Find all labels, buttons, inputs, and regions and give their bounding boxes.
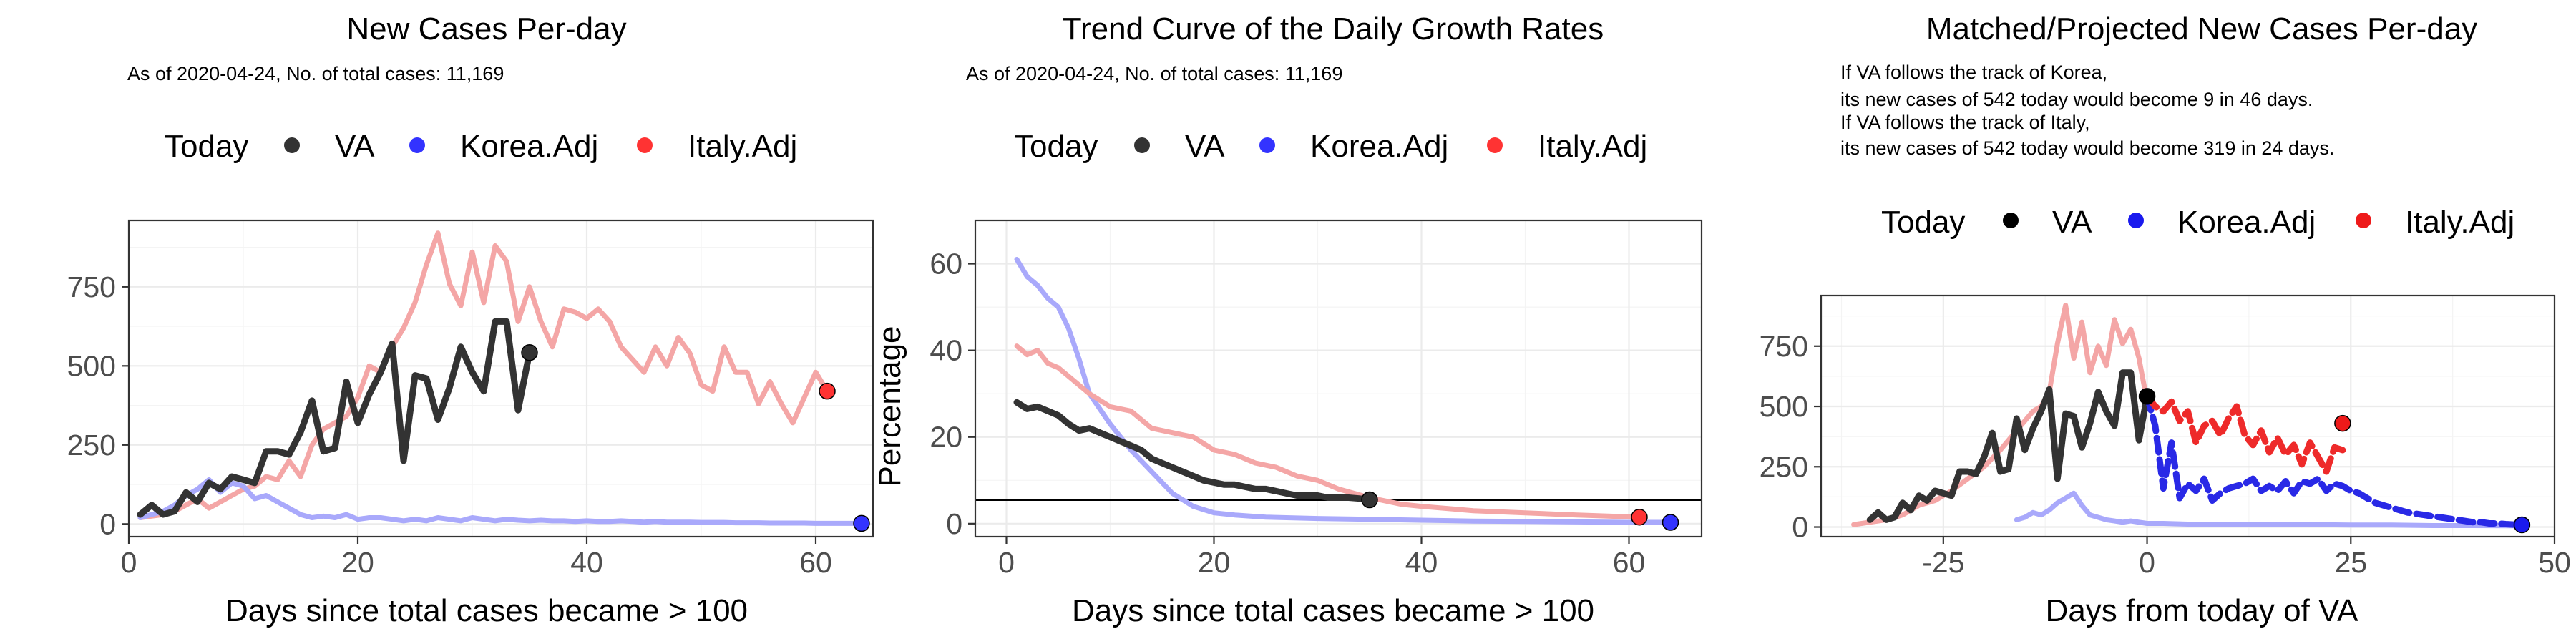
p2-series-va — [1013, 399, 1373, 503]
p2-x-tick-label: 20 — [1198, 546, 1231, 579]
panel2-legend-key-korea — [1259, 137, 1275, 153]
panel2-legend-label-va: VA — [1185, 129, 1225, 164]
panel3-legend: Today VA Korea.Adj Italy.Adj — [1881, 205, 2514, 240]
panel-projected-cases: Matched/Projected New Cases Per-day If V… — [1760, 11, 2571, 628]
panel2-legend: Today VA Korea.Adj Italy.Adj — [1014, 129, 1647, 164]
p2-series-italy-adj — [1014, 343, 1642, 520]
panel3-subtitle-line-4: its new cases of 542 today would become … — [1840, 137, 2334, 159]
panel2-legend-key-italy — [1487, 137, 1503, 153]
panel1-axes: 0 20 40 60 0 250 500 750 — [67, 219, 874, 579]
p3-y-tick-label: 0 — [1792, 511, 1808, 544]
panel2-gridlines — [975, 220, 1702, 537]
p3-plot-frame — [1820, 294, 2556, 538]
p1-today-point-italy-adj — [819, 382, 836, 400]
panel2-y-axis-label: Percentage — [872, 326, 907, 487]
panel2-today-points — [1361, 491, 1679, 531]
panel3-legend-label-korea: Korea.Adj — [2177, 205, 2316, 240]
p2-y-tick-label: 0 — [946, 507, 962, 540]
panel-growth-rates: Trend Curve of the Daily Growth Rates As… — [872, 11, 1703, 628]
p3-x-tick-label: -25 — [1922, 546, 1964, 579]
panel2-legend-title: Today — [1014, 129, 1098, 164]
p1-plot-frame — [127, 219, 874, 538]
p3-today-point-italy-adj — [2334, 414, 2351, 432]
panel1-legend-label-va: VA — [335, 129, 375, 164]
p1-y-tick-label: 750 — [67, 270, 116, 303]
p2-today-point-va — [1361, 491, 1378, 509]
p2-y-tick-label: 40 — [930, 334, 962, 367]
p3-x-tick-label: 0 — [2139, 546, 2155, 579]
p1-x-tick-label: 40 — [570, 546, 603, 579]
panel3-legend-key-va — [2003, 213, 2019, 228]
panel3-x-axis-label: Days from today of VA — [2046, 593, 2359, 628]
panel2-legend-key-va — [1134, 137, 1150, 153]
panel1-legend-label-korea: Korea.Adj — [460, 129, 598, 164]
panel2-axes: 0 20 40 60 0 20 40 60 — [930, 219, 1703, 579]
p2-x-tick-label: 60 — [1613, 546, 1646, 579]
panel3-legend-key-italy — [2356, 213, 2371, 228]
p1-today-point-korea-adj — [853, 514, 870, 532]
p3-today-point-korea-adj — [2513, 516, 2531, 534]
panel2-legend-label-italy: Italy.Adj — [1538, 129, 1647, 164]
p2-series-korea-adj — [1014, 257, 1673, 525]
p1-today-point-va — [521, 344, 538, 361]
p1-series-korea-adj — [137, 477, 864, 526]
panel3-legend-label-italy: Italy.Adj — [2405, 205, 2514, 240]
panel1-legend-key-korea — [409, 137, 425, 153]
p3-x-tick-label: 50 — [2538, 546, 2571, 579]
p2-plot-frame — [974, 219, 1703, 538]
panel3-subtitle-line-2: its new cases of 542 today would become … — [1840, 89, 2313, 110]
panel1-legend: Today VA Korea.Adj Italy.Adj — [165, 129, 797, 164]
p3-x-tick-label: 25 — [2334, 546, 2367, 579]
p1-series-va — [137, 318, 533, 518]
panel1-legend-title: Today — [165, 129, 248, 164]
panel3-title: Matched/Projected New Cases Per-day — [1926, 11, 2477, 47]
panel3-subtitle-line-3: If VA follows the track of Italy, — [1840, 112, 2090, 133]
panel1-subtitle: As of 2020-04-24, No. of total cases: 11… — [127, 63, 504, 84]
panel1-today-points — [521, 344, 870, 532]
panel1-series — [137, 230, 864, 526]
p2-today-point-italy-adj — [1631, 509, 1648, 526]
panel1-x-axis-label: Days since total cases became > 100 — [225, 593, 748, 628]
panel3-subtitle-line-1: If VA follows the track of Korea, — [1840, 62, 2107, 83]
panel3-legend-label-va: VA — [2052, 205, 2092, 240]
panel1-legend-key-italy — [637, 137, 653, 153]
p1-y-tick-label: 0 — [99, 507, 116, 540]
p3-today-point-va — [2138, 388, 2156, 405]
panel3-legend-title: Today — [1881, 205, 1965, 240]
p3-series-korea-adj — [2014, 490, 2517, 529]
p1-x-tick-label: 60 — [799, 546, 832, 579]
panel2-series — [1013, 257, 1673, 525]
p2-y-tick-label: 20 — [930, 421, 962, 454]
p1-x-tick-label: 20 — [341, 546, 374, 579]
p1-x-tick-label: 0 — [121, 546, 137, 579]
p2-x-tick-label: 40 — [1405, 546, 1438, 579]
p2-y-tick-label: 60 — [930, 248, 962, 280]
p2-today-point-korea-adj — [1662, 514, 1679, 531]
panel2-subtitle: As of 2020-04-24, No. of total cases: 11… — [966, 63, 1342, 84]
p1-y-tick-label: 500 — [67, 349, 116, 382]
p3-y-tick-label: 750 — [1760, 330, 1808, 363]
panel-new-cases: New Cases Per-day As of 2020-04-24, No. … — [67, 11, 874, 628]
panel1-title: New Cases Per-day — [346, 11, 626, 47]
p3-y-tick-label: 250 — [1760, 450, 1808, 483]
panel1-legend-label-italy: Italy.Adj — [688, 129, 797, 164]
panel2-x-axis-label: Days since total cases became > 100 — [1072, 593, 1594, 628]
p1-y-tick-label: 250 — [67, 429, 116, 462]
panel1-legend-key-va — [284, 137, 300, 153]
panel3-today-points — [2138, 388, 2531, 534]
p3-series-korea-adj-projection — [2144, 393, 2525, 528]
p3-series-italy-adj — [1851, 303, 2150, 527]
panel2-legend-label-korea: Korea.Adj — [1310, 129, 1448, 164]
p3-y-tick-label: 500 — [1760, 390, 1808, 423]
panel3-legend-key-korea — [2128, 213, 2144, 228]
p3-series-italy-adj-projection — [2144, 393, 2346, 475]
panel1-gridlines — [127, 220, 873, 537]
p3-series-va — [1866, 369, 2151, 523]
panel3-series — [1851, 303, 2525, 529]
p2-x-tick-label: 0 — [998, 546, 1015, 579]
panel2-title: Trend Curve of the Daily Growth Rates — [1063, 11, 1604, 47]
